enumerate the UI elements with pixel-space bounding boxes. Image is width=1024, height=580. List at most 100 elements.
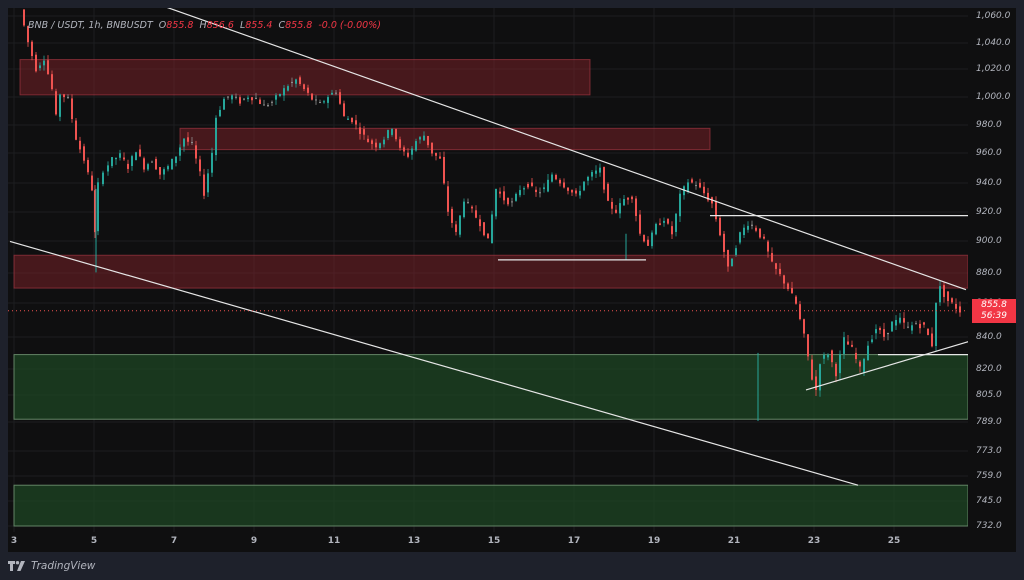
candle-body [607,183,609,201]
ohlc-legend: BNB / USDT, 1h, BNBUSDT O855.8 H856.6 L8… [28,20,381,31]
tradingview-logo-icon [8,561,25,571]
candle-body [519,190,521,196]
candle-body [911,325,913,331]
candle-body [655,223,657,235]
candle-body [779,268,781,275]
demand-zone [13,484,968,527]
price-tick-label: 1,060.0 [976,11,1011,21]
candle-body [483,222,485,236]
candle-body [643,235,645,242]
candle-body [591,172,593,177]
demand-zone [13,354,968,420]
candle-body [311,93,313,100]
candle-body [111,157,113,167]
candle-body [335,92,337,94]
candle-body [391,128,393,135]
candle-body [407,152,409,157]
candle-body [275,95,277,100]
candle-body [659,223,661,225]
candle-body [319,102,321,104]
change-value: -0.0 (-0.00%) [318,20,381,31]
candle-body [151,161,153,163]
candle-body [907,326,909,328]
candle-body [867,345,869,361]
candle-body [815,376,817,390]
candle-body [47,60,49,75]
price-tick-label: 880.0 [976,268,1002,278]
candle-body [583,181,585,191]
candle-body [555,175,557,180]
price-tick-label: 745.0 [976,496,1002,506]
candle-body [183,138,185,147]
candle-body [599,167,601,173]
candle-body [97,182,99,232]
candle-body [179,147,181,156]
candle-body [479,219,481,227]
price-tick-label: 940.0 [976,178,1002,188]
time-tick-label: 3 [10,536,18,546]
price-axis[interactable]: 1,060.0 1,040.0 1,020.0 1,000.0 980.0 960.0 94… [968,8,1016,532]
low-value: 855.4 [245,20,273,31]
ascending-support [805,341,968,391]
candle-body [955,303,957,309]
candle-body [843,337,845,354]
candle-body [743,227,745,236]
time-axis[interactable]: 3 5 7 9 11 13 15 17 19 21 23 25 [8,532,968,552]
chart-frame[interactable]: BNB / USDT, 1h, BNBUSDT O855.8 H856.6 L8… [8,8,1016,552]
time-tick-label: 19 [647,536,661,546]
candle-body [439,156,441,159]
candle-body [783,275,785,284]
price-tick-label: 773.0 [976,446,1002,456]
candle-body [331,92,333,95]
candle-body [819,364,821,391]
candle-body [419,137,421,140]
supply-zone [13,254,968,289]
candle-body [227,96,229,98]
time-tick-label: 11 [327,536,341,546]
candle-body [243,98,245,100]
candle-body [807,334,809,357]
candle-body [855,352,857,360]
candle-body [615,209,617,213]
candle-body [523,188,525,190]
candle-body [219,109,221,117]
candle-body [139,149,141,157]
candle-body [255,97,257,99]
candle-body [175,156,177,163]
candle-body [899,317,901,323]
time-tick-label: 5 [90,536,98,546]
candle-body [751,224,753,226]
candle-body [59,94,61,117]
candle-body [143,158,145,170]
candle-body [475,210,477,218]
open-value: 855.8 [166,20,194,31]
candle-body [367,138,369,143]
candle-body [399,139,401,148]
candle-body [423,135,425,141]
candle-body [847,341,849,345]
price-chart[interactable] [8,8,968,532]
candle-body [51,74,53,90]
price-tick-label: 732.0 [976,521,1002,531]
candle-body [791,288,793,294]
time-tick-label: 25 [887,536,901,546]
candle-body [159,167,161,175]
candle-body [499,191,501,194]
candle-body [875,329,877,334]
candle-body [707,192,709,201]
candle-body [63,94,65,98]
price-tick-label: 1,040.0 [976,38,1011,48]
candle-body [123,157,125,160]
candle-body [835,363,837,377]
symbol-label: BNB / USDT, 1h, BNBUSDT [28,20,153,31]
candle-body [363,129,365,135]
candle-body [695,185,697,187]
candle-body [427,135,429,146]
candle-body [131,156,133,166]
candle-body [623,198,625,206]
candle-body [511,201,513,203]
price-tick-label: 1,020.0 [976,64,1011,74]
price-tick-label: 789.0 [976,417,1002,427]
candle-body [327,97,329,103]
time-tick-label: 7 [170,536,178,546]
